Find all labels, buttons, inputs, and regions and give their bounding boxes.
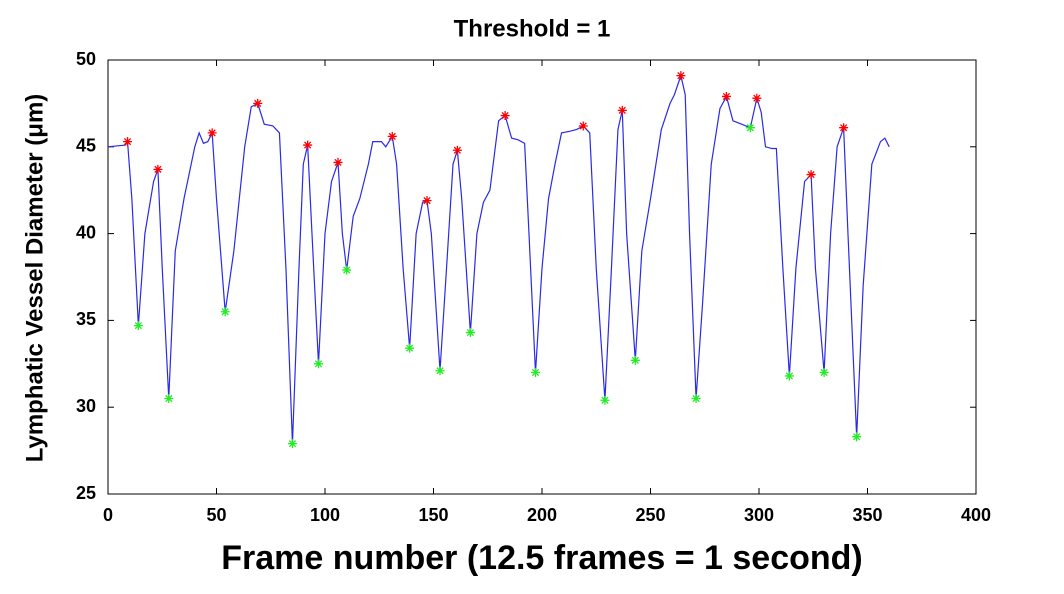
x-tick-label: 0 [103, 505, 113, 525]
peak-marker [617, 105, 627, 115]
peak-marker [806, 170, 816, 180]
peak-marker [500, 111, 510, 121]
y-tick-label: 40 [76, 222, 96, 242]
x-tick-label: 300 [744, 505, 774, 525]
x-tick-label: 200 [527, 505, 557, 525]
x-tick-label: 150 [418, 505, 448, 525]
peak-marker [387, 131, 397, 141]
y-axis-label: Lymphatic Vessel Diameter (μm) [21, 94, 48, 463]
trough-marker [691, 394, 701, 404]
peak-marker [752, 93, 762, 103]
y-tick-label: 45 [76, 136, 96, 156]
trough-marker [164, 394, 174, 404]
peak-marker [153, 164, 163, 174]
peak-marker [839, 123, 849, 133]
peak-marker [452, 145, 462, 155]
x-tick-label: 100 [310, 505, 340, 525]
peak-marker [721, 91, 731, 101]
trough-marker [465, 328, 475, 338]
trough-marker [630, 355, 640, 365]
trough-marker [852, 432, 862, 442]
peak-marker [676, 71, 686, 81]
y-tick-label: 25 [76, 483, 96, 503]
peak-marker [207, 128, 217, 138]
trough-marker [745, 123, 755, 133]
trough-marker [133, 321, 143, 331]
trough-marker [313, 359, 323, 369]
y-tick-label: 35 [76, 309, 96, 329]
x-tick-label: 350 [852, 505, 882, 525]
peak-marker [422, 196, 432, 206]
peak-marker [333, 157, 343, 167]
trough-marker [220, 307, 230, 317]
peak-marker [253, 98, 263, 108]
trough-marker [287, 439, 297, 449]
chart-title: Threshold = 1 [454, 15, 611, 42]
peak-marker [303, 140, 313, 150]
trough-marker [342, 265, 352, 275]
x-tick-label: 50 [206, 505, 226, 525]
x-tick-label: 250 [635, 505, 665, 525]
peak-marker [578, 121, 588, 131]
data-line [107, 73, 890, 444]
x-tick-label: 400 [961, 505, 991, 525]
peak-marker [123, 137, 133, 147]
trough-marker [784, 371, 794, 381]
trough-marker [819, 367, 829, 377]
y-tick-label: 50 [76, 49, 96, 69]
trough-marker [405, 343, 415, 353]
trough-marker [530, 367, 540, 377]
x-axis-label: Frame number (12.5 frames = 1 second) [221, 539, 863, 577]
trough-marker [600, 395, 610, 405]
trough-marker [435, 366, 445, 376]
y-tick-label: 30 [76, 396, 96, 416]
